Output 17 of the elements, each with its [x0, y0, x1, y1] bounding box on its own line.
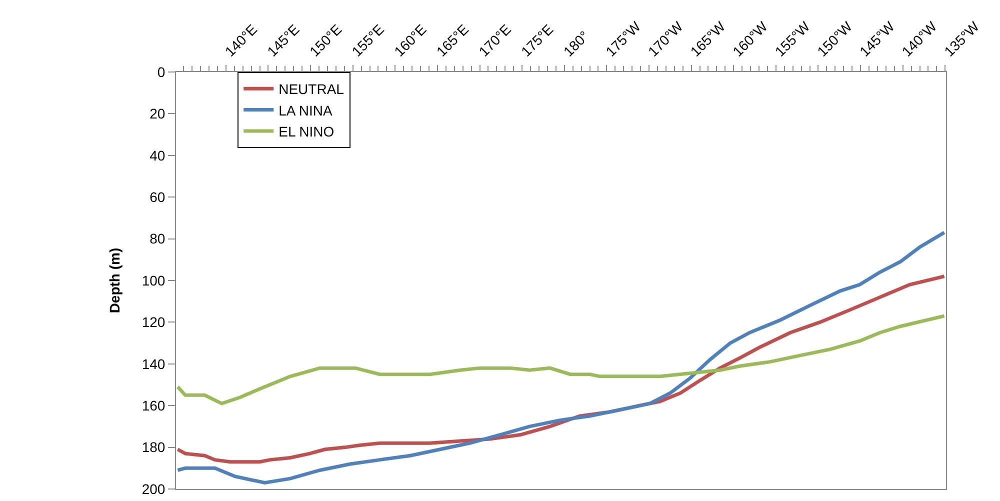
y-tick-label: 40 [150, 147, 166, 164]
y-axis-title: Depth (m) [106, 248, 122, 314]
y-tick-label: 140 [142, 356, 166, 372]
y-tick-label: 180 [142, 439, 166, 456]
legend-label: NEUTRAL [278, 81, 344, 98]
legend-label: EL NINO [278, 123, 334, 140]
y-tick-label: 100 [142, 272, 166, 288]
y-tick-label: 20 [150, 106, 166, 122]
y-tick-label: 80 [150, 230, 166, 247]
y-tick-label: 160 [142, 398, 166, 414]
y-tick-label: 0 [157, 64, 166, 80]
y-tick-label: 120 [142, 314, 166, 330]
line-series [176, 230, 946, 484]
y-tick-label: 60 [150, 189, 166, 205]
line-series [176, 314, 946, 406]
y-tick-label: 200 [142, 480, 166, 497]
legend-label: LA NINA [278, 102, 333, 118]
